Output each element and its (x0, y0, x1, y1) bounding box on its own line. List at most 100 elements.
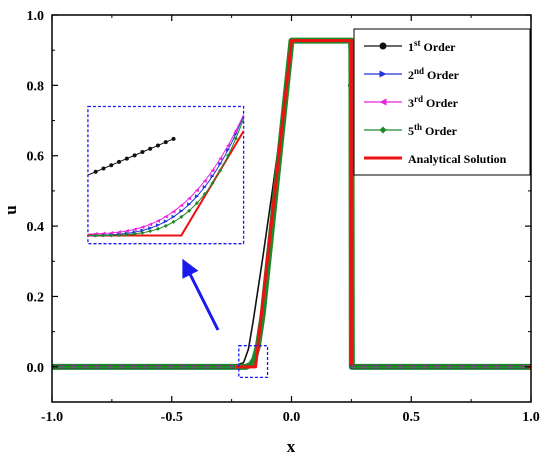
series-4-marker (172, 365, 176, 369)
inset-point-3 (226, 143, 231, 148)
series-4-marker (213, 365, 217, 369)
inset-point-3 (163, 214, 168, 219)
series-4-marker (227, 365, 231, 369)
series-4-marker (232, 365, 236, 369)
series-4-marker (490, 365, 495, 369)
series-4-marker (136, 365, 140, 369)
x-tick-label: 0.0 (283, 410, 301, 425)
series-4-marker (194, 365, 198, 369)
series-4-marker (440, 365, 445, 369)
y-tick-label: 0.0 (27, 361, 45, 376)
inset-point-1 (109, 163, 114, 168)
x-tick-label: 0.5 (403, 410, 421, 425)
series-4-marker (119, 365, 124, 369)
legend: 1st Order 2nd Order 3rd Order 5th Order Anal… (353, 28, 531, 176)
inset-point-4 (148, 229, 153, 234)
series-4-marker (225, 365, 229, 369)
series-4-marker (98, 365, 102, 369)
series-4-marker (517, 365, 521, 369)
series-4-marker (150, 365, 155, 369)
inset-point-4 (226, 153, 231, 158)
inset-point-4 (218, 168, 223, 173)
x-axis-title: x (287, 437, 296, 456)
series-4-marker (160, 365, 164, 369)
series-4-marker (91, 365, 95, 369)
inset-point-2 (218, 161, 223, 166)
series-4-marker (433, 365, 437, 369)
series-4-marker (397, 365, 401, 369)
series-4-marker (191, 365, 196, 369)
series-4-marker (467, 365, 471, 369)
inset-point-1 (140, 150, 145, 155)
series-4-marker (356, 365, 361, 369)
series-4-marker (141, 365, 145, 369)
x-tick-label: -1.0 (41, 410, 63, 425)
series-4-marker (404, 365, 409, 369)
series-4-marker (474, 365, 478, 369)
series-4-marker (83, 365, 88, 369)
inset-point-2 (210, 174, 215, 179)
y-axis-title: u (1, 205, 20, 214)
inset-point-4 (187, 208, 192, 213)
series-4-marker (201, 365, 205, 369)
inset-point-2 (194, 194, 199, 199)
inset-point-4 (117, 233, 122, 238)
inset-point-3 (171, 209, 176, 214)
series-4-marker (409, 365, 413, 369)
series-4-marker (184, 365, 188, 369)
series-4-marker (59, 365, 64, 369)
series-4-marker (402, 365, 406, 369)
y-tick-label: 0.6 (27, 150, 45, 165)
inset-point-1 (93, 169, 98, 174)
series-4-marker (134, 365, 138, 369)
series-4-marker (210, 365, 215, 369)
series-4-marker (354, 365, 358, 369)
series-4-marker (138, 365, 143, 369)
series-4-marker (423, 365, 428, 369)
inset-point-3 (202, 178, 207, 183)
series-4-marker (205, 365, 210, 369)
series-4-marker (215, 365, 219, 369)
series-4-marker (399, 365, 404, 369)
inset-point-3 (155, 218, 160, 223)
x-tick-label: 1.0 (522, 410, 540, 425)
legend-marker-1 (379, 42, 387, 50)
series-4-marker (148, 365, 152, 369)
series-4-marker (512, 365, 516, 369)
series-4-marker (102, 365, 107, 369)
legend-label-1: 1st Order (408, 38, 456, 54)
series-4-marker (464, 365, 469, 369)
series-4-marker (462, 365, 466, 369)
series-4-marker (189, 365, 193, 369)
inset-point-2 (171, 214, 176, 219)
series-4-marker (411, 365, 416, 369)
series-4-marker (196, 365, 200, 369)
inset-point-3 (194, 188, 199, 193)
series-4-marker (143, 365, 148, 369)
series-4-marker (95, 365, 100, 369)
series-4-marker (146, 365, 150, 369)
series-4-marker (112, 365, 116, 369)
y-tick-label: 0.8 (27, 79, 45, 94)
series-4-marker (380, 365, 385, 369)
series-4-marker (170, 365, 174, 369)
inset-point-4 (179, 214, 184, 219)
series-4-marker (452, 365, 457, 369)
series-4-marker (366, 365, 370, 369)
series-4-marker (122, 365, 126, 369)
series-4-marker (158, 365, 162, 369)
inset-point-3 (179, 203, 184, 208)
legend-marker-2 (379, 70, 387, 78)
series-4-marker (76, 365, 81, 369)
inset-point-2 (202, 184, 207, 189)
series-4-marker (64, 365, 69, 369)
inset-point-1 (171, 136, 176, 141)
inset-point-3 (132, 227, 137, 232)
series-4-marker (74, 365, 78, 369)
series-4-marker (114, 365, 119, 369)
series-4-marker (153, 365, 157, 369)
inset-point-3 (109, 230, 114, 235)
series-4-marker (431, 365, 435, 369)
series-4-marker (110, 365, 114, 369)
